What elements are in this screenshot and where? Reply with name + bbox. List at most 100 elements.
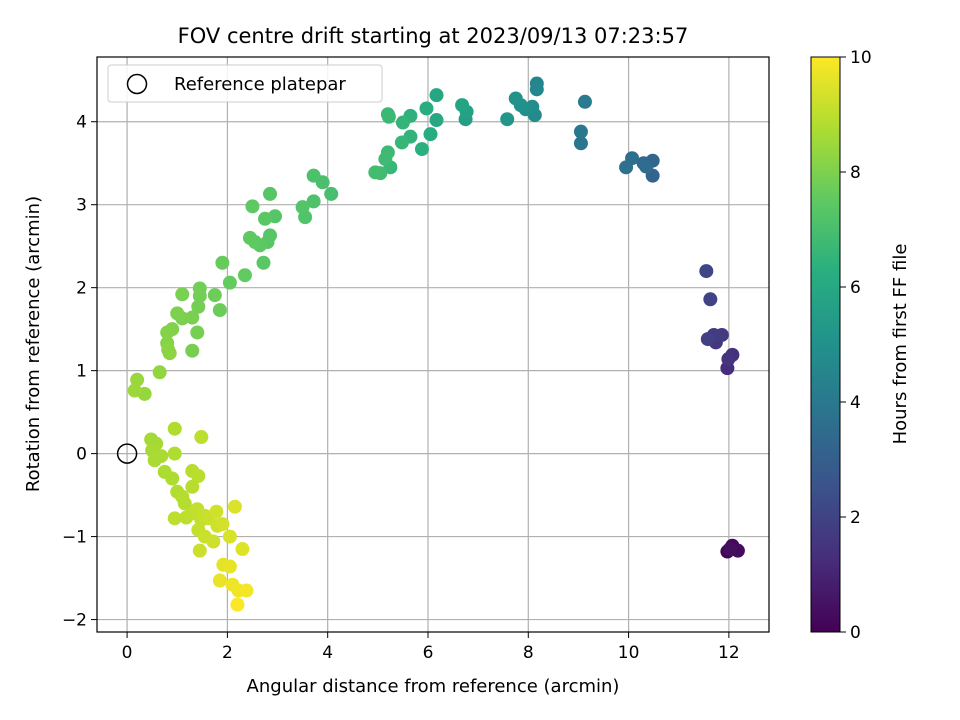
data-point [222,559,237,574]
y-axis-label: Rotation from reference (arcmin) [23,196,44,492]
data-point [508,91,523,106]
data-point [170,306,185,321]
x-axis-ticks: 0 2 4 6 8 10 12 [122,632,740,663]
data-point [258,211,272,226]
data-point [324,186,339,201]
data-point [703,292,718,307]
data-point [378,152,393,167]
data-point [414,142,429,157]
data-point [237,268,252,283]
data-point [235,542,250,557]
data-point [162,346,177,361]
data-point [242,230,257,245]
y-tick-label: 2 [76,279,87,299]
data-point [368,165,383,180]
y-tick-label: 3 [76,196,87,216]
data-point [230,597,245,612]
data-point [394,135,409,150]
data-point [127,383,142,398]
data-point [177,496,192,511]
data-point [245,199,260,214]
data-point [500,112,515,127]
colorbar-label: Hours from first FF file [890,244,911,445]
y-axis-ticks: −2 −1 0 1 2 3 4 [62,113,97,631]
data-point [215,255,230,270]
reference-marker [116,443,138,464]
data-point [207,288,222,303]
data-point [306,194,321,209]
data-point [239,583,254,598]
data-point [167,421,182,436]
data-point [263,186,278,201]
data-point [529,82,544,97]
data-point [380,107,395,122]
data-point [191,299,206,314]
data-point [194,430,209,445]
legend: Reference platepar [107,64,383,103]
colorbar-tick-label: 6 [850,278,861,298]
reference-platepar-marker [116,443,138,464]
y-tick-label: 1 [76,362,87,382]
data-point [573,124,588,139]
data-point [700,332,715,347]
data-point [429,88,444,103]
colorbar-tick-label: 2 [850,508,861,528]
data-point [185,310,200,325]
colorbar-tick-label: 10 [850,48,872,68]
data-point [212,573,227,588]
data-point [419,101,434,116]
data-point [619,160,634,175]
data-point [130,372,145,387]
legend-marker-open-circle [126,73,148,95]
data-point [175,287,190,302]
y-tick-label: −1 [62,528,87,548]
data-point [160,325,175,340]
x-tick-label: 0 [122,643,133,663]
x-tick-label: 6 [423,643,434,663]
data-point [185,479,200,494]
colorbar: 0 2 4 6 8 10 Hours from first FF file [810,48,911,643]
data-point [190,325,205,340]
data-point [154,449,169,464]
data-point [192,288,207,303]
x-tick-label: 12 [718,643,740,663]
data-point [165,471,180,486]
y-tick-label: 4 [76,113,87,133]
data-point [455,98,470,113]
x-tick-label: 2 [222,643,233,663]
y-tick-label: 0 [76,445,87,465]
data-point [699,264,714,279]
x-tick-label: 4 [322,643,333,663]
data-point [429,113,444,128]
data-point [722,542,737,557]
x-tick-label: 8 [523,643,534,663]
plot-frame [96,56,770,633]
data-point [167,511,182,526]
y-tick-label: −2 [62,611,87,631]
colorbar-ticks: 0 2 4 6 8 10 [840,48,872,643]
data-point [209,504,224,519]
colorbar-tick-label: 0 [850,623,861,643]
x-tick-label: 10 [618,643,640,663]
data-point [227,499,242,514]
data-point [256,255,271,270]
data-point [423,127,438,142]
colorbar-tick-label: 4 [850,393,861,413]
x-axis-label: Angular distance from reference (arcmin) [247,676,620,697]
data-point [395,115,410,130]
data-point [577,94,592,109]
data-point [206,534,221,549]
data-points [127,76,745,612]
data-point [573,136,588,151]
data-point [639,159,654,174]
data-point [152,365,167,380]
data-point [721,352,736,367]
data-point [295,200,310,215]
data-point [306,168,321,183]
data-point [215,517,230,532]
data-point [212,303,227,318]
data-point [192,543,207,558]
legend-label: Reference platepar [174,74,346,95]
data-point [185,343,200,358]
